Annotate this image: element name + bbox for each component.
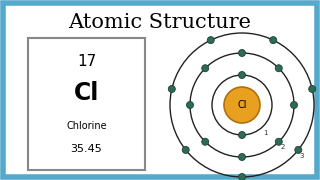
Text: 35.45: 35.45 [71,144,102,154]
Circle shape [291,102,298,109]
Circle shape [270,37,277,44]
Circle shape [238,174,245,180]
Circle shape [275,65,282,72]
Circle shape [275,138,282,145]
Circle shape [295,146,302,153]
Circle shape [238,71,245,78]
Circle shape [309,86,316,93]
Circle shape [238,132,245,138]
Text: Chlorine: Chlorine [66,122,107,131]
Circle shape [182,146,189,153]
Circle shape [168,86,175,93]
Circle shape [238,50,245,57]
Text: Cl: Cl [74,81,99,105]
Circle shape [202,138,209,145]
Text: 3: 3 [299,153,304,159]
Text: Cl: Cl [237,100,247,110]
Text: 2: 2 [281,144,285,150]
Text: 1: 1 [263,130,268,136]
Circle shape [187,102,194,109]
Circle shape [238,154,245,161]
Text: Atomic Structure: Atomic Structure [68,12,252,32]
Circle shape [207,37,214,44]
Bar [28,38,145,170]
Circle shape [202,65,209,72]
Circle shape [224,87,260,123]
Text: 17: 17 [77,54,96,69]
